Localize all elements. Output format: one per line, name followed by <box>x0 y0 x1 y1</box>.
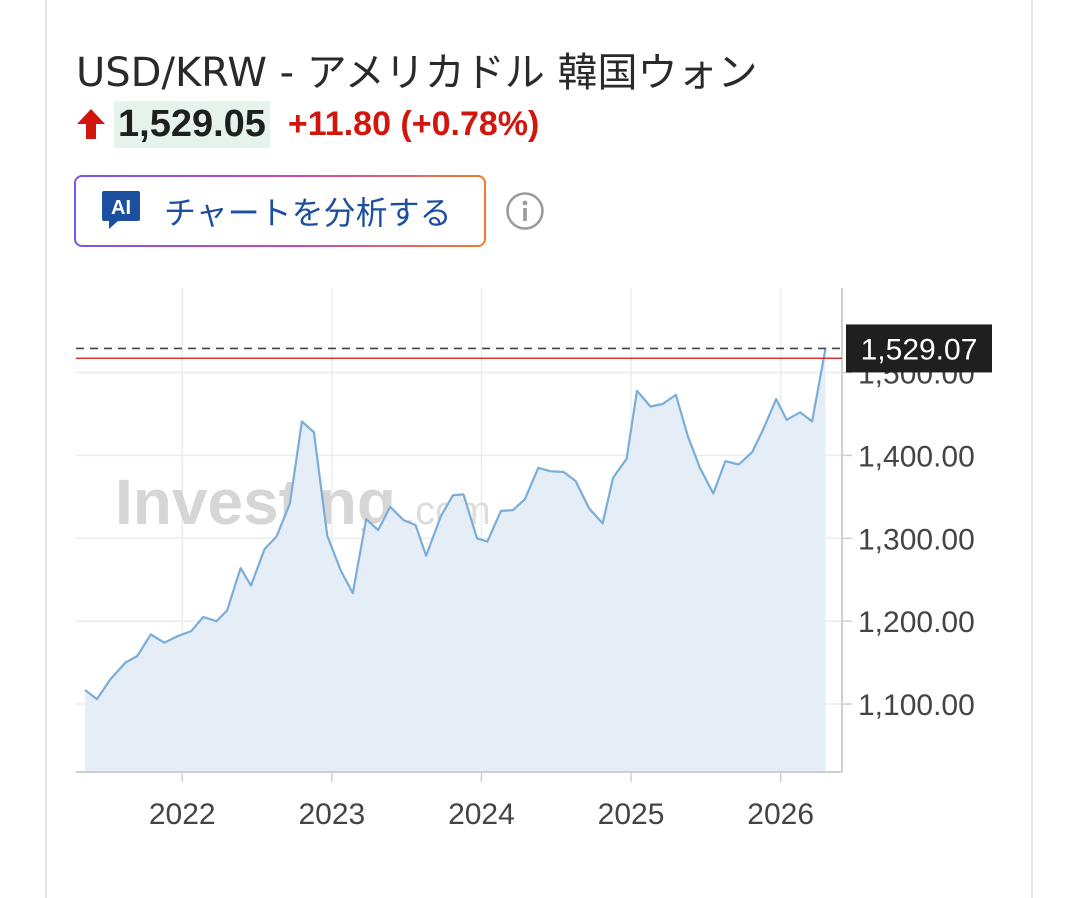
y-tick-label: 1,100.00 <box>858 689 975 722</box>
x-tick-label: 2023 <box>298 798 365 831</box>
x-tick-label: 2025 <box>598 798 665 831</box>
series-line <box>84 348 827 701</box>
ai-chat-icon: AI <box>102 191 140 229</box>
page-title: USD/KRW - アメリカドル 韓国ウォン <box>76 50 758 96</box>
price-chart: Investing .com 2022 2023 2024 2025 2026 1,100… <box>76 288 992 831</box>
last-price: 1,529.05 <box>114 100 270 148</box>
svg-text:AI: AI <box>111 197 131 219</box>
analyze-chart-label: チャートを分析する <box>164 194 452 232</box>
x-tick-label: 2026 <box>747 798 814 831</box>
y-tick-label: 1,400.00 <box>858 440 975 473</box>
watermark-brand: Investing <box>115 466 396 538</box>
analyze-chart-button-inner: AI チャートを分析する <box>76 177 484 245</box>
x-tick-label: 2022 <box>149 798 216 831</box>
investing-watermark: Investing .com <box>115 466 491 538</box>
chart-markers: 1,529.07 <box>76 324 992 373</box>
chart-series <box>84 348 827 772</box>
analyze-chart-button[interactable]: AI チャートを分析する <box>74 175 486 247</box>
series-area <box>85 348 826 772</box>
price-row: 1,529.05 +11.80 (+0.78%) <box>76 96 539 152</box>
info-icon[interactable] <box>505 191 545 231</box>
y-tick-label: 1,300.00 <box>858 523 975 556</box>
current-price-label-box <box>846 324 992 373</box>
price-change: +11.80 (+0.78%) <box>287 104 540 143</box>
quote-card <box>45 0 1033 898</box>
y-tick-label: 1,200.00 <box>858 606 975 639</box>
current-price-label: 1,529.07 <box>861 333 978 366</box>
x-tick-label: 2024 <box>448 798 515 831</box>
up-arrow-icon <box>77 109 105 139</box>
